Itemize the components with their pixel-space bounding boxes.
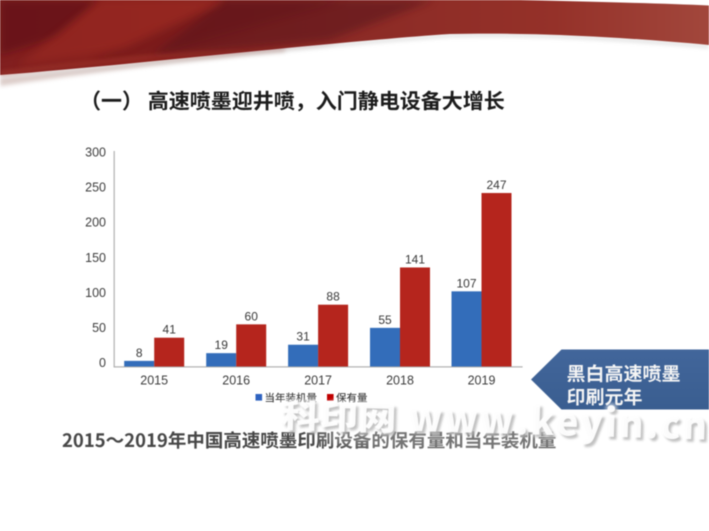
- svg-text:0: 0: [99, 356, 106, 370]
- svg-text:8: 8: [136, 346, 143, 360]
- svg-text:200: 200: [85, 216, 106, 230]
- svg-text:107: 107: [456, 276, 476, 290]
- svg-text:88: 88: [326, 290, 340, 304]
- svg-text:2016: 2016: [222, 374, 250, 388]
- svg-text:19: 19: [215, 338, 229, 352]
- svg-text:41: 41: [163, 323, 177, 337]
- svg-text:250: 250: [85, 181, 106, 195]
- svg-text:31: 31: [296, 330, 310, 344]
- svg-text:50: 50: [92, 321, 106, 335]
- svg-text:2017: 2017: [304, 374, 332, 388]
- svg-text:247: 247: [486, 178, 506, 192]
- svg-text:2015: 2015: [140, 374, 168, 388]
- svg-text:141: 141: [405, 253, 425, 267]
- svg-text:2018: 2018: [386, 374, 414, 388]
- svg-text:60: 60: [245, 309, 259, 323]
- svg-text:2019: 2019: [468, 374, 496, 388]
- svg-text:55: 55: [378, 313, 392, 327]
- svg-text:150: 150: [85, 251, 106, 265]
- svg-text:100: 100: [85, 286, 106, 300]
- svg-text:300: 300: [85, 146, 106, 160]
